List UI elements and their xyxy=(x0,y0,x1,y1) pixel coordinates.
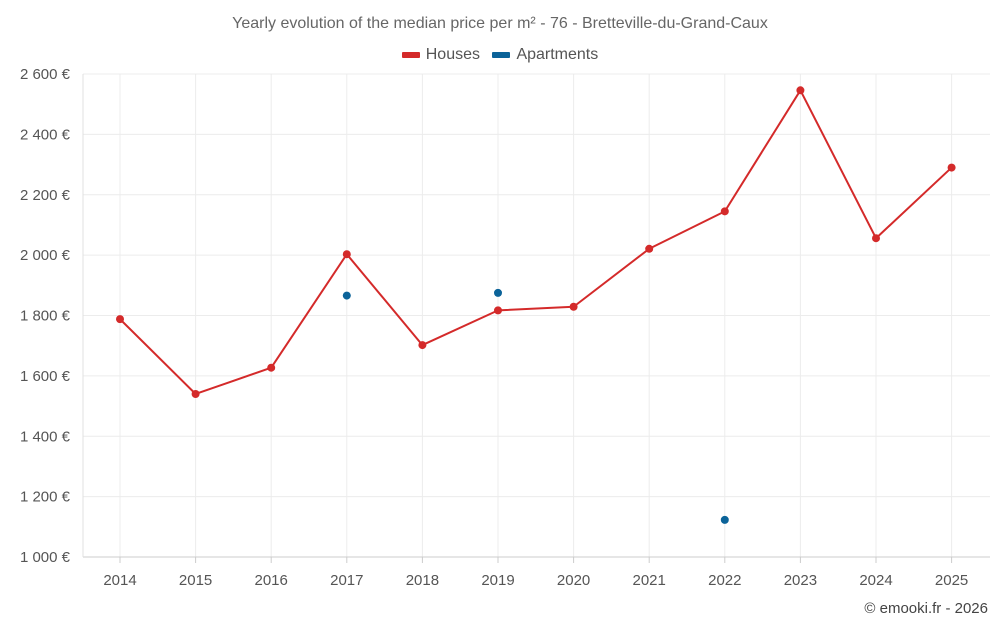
x-tick-label: 2015 xyxy=(179,572,212,589)
x-tick-label: 2017 xyxy=(330,572,363,589)
legend-swatch-houses xyxy=(401,52,420,58)
y-tick-label: 1 400 € xyxy=(20,428,71,445)
legend: Houses Apartments xyxy=(0,45,1000,64)
x-tick-label: 2016 xyxy=(255,572,288,589)
data-point-houses-2016 xyxy=(267,363,276,372)
y-tick-label: 1 600 € xyxy=(20,368,71,385)
y-tick-label: 1 800 € xyxy=(20,308,71,325)
x-tick-label: 2019 xyxy=(481,572,514,589)
data-point-houses-2021 xyxy=(645,244,654,253)
y-tick-label: 1 200 € xyxy=(20,489,71,506)
data-point-houses-2024 xyxy=(872,234,880,243)
legend-item-apartments[interactable]: Apartments xyxy=(492,46,598,64)
x-tick-label: 2025 xyxy=(935,572,968,589)
data-point-houses-2022 xyxy=(720,207,729,216)
x-tick-label: 2023 xyxy=(784,572,817,589)
x-tick-label: 2022 xyxy=(708,572,741,589)
data-point-houses-2018 xyxy=(418,341,427,350)
legend-label-houses: Houses xyxy=(425,46,480,63)
y-tick-label: 2 600 € xyxy=(20,66,71,83)
data-point-apartments-2022 xyxy=(720,515,729,524)
x-tick-label: 2020 xyxy=(557,572,590,589)
data-point-apartments-2017 xyxy=(342,291,351,300)
y-tick-label: 2 200 € xyxy=(20,187,71,204)
data-point-houses-2017 xyxy=(342,250,351,259)
data-point-houses-2015 xyxy=(191,389,200,398)
chart-title: Yearly evolution of the median price per… xyxy=(232,15,768,32)
y-tick-label: 2 000 € xyxy=(20,247,71,264)
x-tick-label: 2024 xyxy=(859,572,892,589)
data-point-houses-2020 xyxy=(569,302,578,311)
legend-label-apartments: Apartments xyxy=(516,46,599,63)
y-tick-label: 2 400 € xyxy=(20,126,71,143)
data-point-houses-2023 xyxy=(796,86,805,95)
credit-text: © emooki.fr - 2026 xyxy=(864,600,988,617)
series-line-houses xyxy=(119,89,953,395)
data-point-apartments-2019 xyxy=(494,288,502,297)
legend-item-houses[interactable]: Houses xyxy=(401,46,480,64)
data-point-houses-2014 xyxy=(116,315,124,324)
x-tick-label: 2021 xyxy=(633,572,666,589)
y-tick-label: 1 000 € xyxy=(20,549,71,566)
legend-swatch-apartments xyxy=(492,52,511,58)
data-point-houses-2019 xyxy=(494,306,502,315)
x-tick-label: 2014 xyxy=(103,572,136,589)
data-point-houses-2025 xyxy=(947,163,956,172)
x-tick-label: 2018 xyxy=(406,572,439,589)
